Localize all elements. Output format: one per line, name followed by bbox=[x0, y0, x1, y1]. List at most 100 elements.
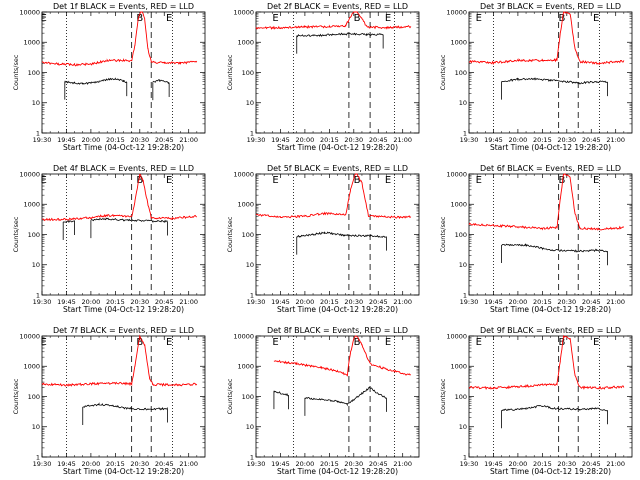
panel-1-xtick-label: 19:30 bbox=[33, 136, 52, 144]
panel-7-xlabel: Start Time (04-Oct-12 19:28:20) bbox=[63, 467, 184, 476]
panel-4-ytick-label: 1 bbox=[36, 291, 40, 299]
panel-8-ytick-label: 1 bbox=[250, 453, 254, 461]
panel-2-events-series bbox=[296, 32, 384, 38]
panel-8-xtick-label: 19:45 bbox=[271, 460, 290, 468]
panel-8-events-series bbox=[273, 390, 289, 397]
panel-5-xtick-label: 21:00 bbox=[393, 298, 412, 306]
panel-2-xtick-label: 21:00 bbox=[393, 136, 412, 144]
panel-8-xtick-label: 20:15 bbox=[320, 460, 339, 468]
panel-2-xlabel: Start Time (04-Oct-12 19:28:20) bbox=[277, 143, 398, 152]
panel-7-xtick-label: 20:15 bbox=[106, 460, 125, 468]
panel-1-ylabel: Counts/sec bbox=[12, 54, 20, 90]
panel-5-events-series bbox=[296, 231, 387, 238]
panel-2-xtick-label: 20:30 bbox=[344, 136, 363, 144]
panel-2-xtick-label: 19:45 bbox=[271, 136, 290, 144]
panel-4-events-series bbox=[90, 217, 168, 224]
panel-4-ytick-label: 1000 bbox=[23, 201, 40, 209]
panel-2-ytick-label: 100 bbox=[242, 69, 254, 77]
panel-7-marker-e2: E bbox=[166, 337, 172, 348]
panel-6-ytick-label: 10 bbox=[459, 261, 467, 269]
panel-6-xtick-label: 20:45 bbox=[582, 298, 601, 306]
panel-6-events-series bbox=[501, 243, 608, 253]
panel-8-xtick-label: 20:45 bbox=[369, 460, 388, 468]
panel-8-ytick-label: 10000 bbox=[233, 332, 254, 340]
panel-9-lld-series bbox=[468, 334, 625, 391]
panel-8-title: Det 8f BLACK = Events, RED = LLD bbox=[267, 326, 408, 335]
panel-5-marker-b: B bbox=[354, 175, 361, 186]
panel-5-ytick-label: 1 bbox=[250, 291, 254, 299]
panel-3-ytick-label: 10000 bbox=[446, 8, 467, 16]
panel-6-lld-series bbox=[468, 173, 625, 231]
panel-8-ytick-label: 100 bbox=[242, 393, 254, 401]
panel-4-xtick-label: 20:30 bbox=[130, 298, 149, 306]
panel-8-lld-series bbox=[273, 335, 411, 377]
panel-9-marker-e2: E bbox=[593, 337, 599, 348]
panel-3-marker-b: B bbox=[558, 13, 565, 24]
panel-3-xtick-label: 20:45 bbox=[582, 136, 601, 144]
panel-3-marker-e2: E bbox=[593, 13, 599, 24]
panel-1-marker-e1: E bbox=[40, 13, 46, 24]
panel-4-xtick-label: 19:30 bbox=[33, 298, 52, 306]
panel-5-xtick-label: 20:45 bbox=[369, 298, 388, 306]
panel-2-ylabel: Counts/sec bbox=[226, 54, 234, 90]
panel-6-xtick-label: 21:00 bbox=[606, 298, 625, 306]
panel-7-xtick-label: 20:45 bbox=[155, 460, 174, 468]
panel-9-xtick-label: 20:15 bbox=[533, 460, 552, 468]
panel-6-xlabel: Start Time (04-Oct-12 19:28:20) bbox=[490, 305, 611, 314]
panel-3-xtick-label: 21:00 bbox=[606, 136, 625, 144]
panel-3-ytick-label: 1 bbox=[463, 129, 467, 137]
panel-6-ytick-label: 100 bbox=[455, 231, 467, 239]
panel-8-xtick-label: 19:30 bbox=[247, 460, 266, 468]
panel-1-xtick-label: 21:00 bbox=[179, 136, 198, 144]
panel-3-events-series bbox=[501, 77, 608, 85]
panel-8-ytick-label: 1000 bbox=[237, 363, 254, 371]
panel-1-xtick-label: 19:45 bbox=[57, 136, 76, 144]
panel-2-xtick-label: 20:15 bbox=[320, 136, 339, 144]
panel-7-xtick-label: 19:30 bbox=[33, 460, 52, 468]
panel-1-ytick-label: 10000 bbox=[19, 8, 40, 16]
panel-4-marker-b: B bbox=[136, 175, 143, 186]
panel-5-marker-e2: E bbox=[385, 175, 391, 186]
panel-9-xtick-label: 19:30 bbox=[460, 460, 479, 468]
panel-3-xtick-label: 20:30 bbox=[557, 136, 576, 144]
panel-1-marker-b: B bbox=[136, 13, 143, 24]
panel-5-ylabel: Counts/sec bbox=[226, 216, 234, 252]
panel-1-xtick-label: 20:15 bbox=[106, 136, 125, 144]
panel-5-ytick-label: 10 bbox=[246, 261, 254, 269]
panel-3-ytick-label: 100 bbox=[455, 69, 467, 77]
panel-7-events-series bbox=[82, 402, 168, 411]
panel-7-lld-series bbox=[41, 334, 198, 387]
panel-1-xlabel: Start Time (04-Oct-12 19:28:20) bbox=[63, 143, 184, 152]
panel-2-ytick-label: 1000 bbox=[237, 39, 254, 47]
panel-5-xtick-label: 20:15 bbox=[320, 298, 339, 306]
panel-4-ytick-label: 10000 bbox=[19, 170, 40, 178]
panel-9-events-series bbox=[501, 404, 608, 412]
panel-4-title: Det 4f BLACK = Events, RED = LLD bbox=[53, 164, 194, 173]
panel-3-title: Det 3f BLACK = Events, RED = LLD bbox=[480, 2, 621, 11]
panel-7-ytick-label: 1 bbox=[36, 453, 40, 461]
panel-9-xtick-label: 20:00 bbox=[509, 460, 528, 468]
panel-6-marker-e1: E bbox=[476, 175, 482, 186]
panel-5-marker-e1: E bbox=[272, 175, 278, 186]
panel-8-events-series bbox=[304, 386, 387, 407]
panel-9-ytick-label: 100 bbox=[455, 393, 467, 401]
panel-9-ytick-label: 1000 bbox=[450, 363, 467, 371]
panel-9-xlabel: Start Time (04-Oct-12 19:28:20) bbox=[490, 467, 611, 476]
panel-4-events-series bbox=[63, 220, 75, 224]
panel-7-title: Det 7f BLACK = Events, RED = LLD bbox=[53, 326, 194, 335]
panel-9-xtick-label: 20:45 bbox=[582, 460, 601, 468]
panel-3-xtick-label: 20:15 bbox=[533, 136, 552, 144]
panel-6-title: Det 6f BLACK = Events, RED = LLD bbox=[480, 164, 621, 173]
panel-9-ytick-label: 10 bbox=[459, 423, 467, 431]
panel-1-xtick-label: 20:30 bbox=[130, 136, 149, 144]
panel-4-xtick-label: 20:45 bbox=[155, 298, 174, 306]
panel-8-marker-b: B bbox=[354, 337, 361, 348]
panel-2-marker-e1: E bbox=[272, 13, 278, 24]
panel-4-xtick-label: 21:00 bbox=[179, 298, 198, 306]
panel-8-xtick-label: 20:00 bbox=[296, 460, 315, 468]
panel-9-marker-e1: E bbox=[476, 337, 482, 348]
panel-3-xlabel: Start Time (04-Oct-12 19:28:20) bbox=[490, 143, 611, 152]
panel-5-xtick-label: 20:30 bbox=[344, 298, 363, 306]
panel-6-ylabel: Counts/sec bbox=[439, 216, 447, 252]
